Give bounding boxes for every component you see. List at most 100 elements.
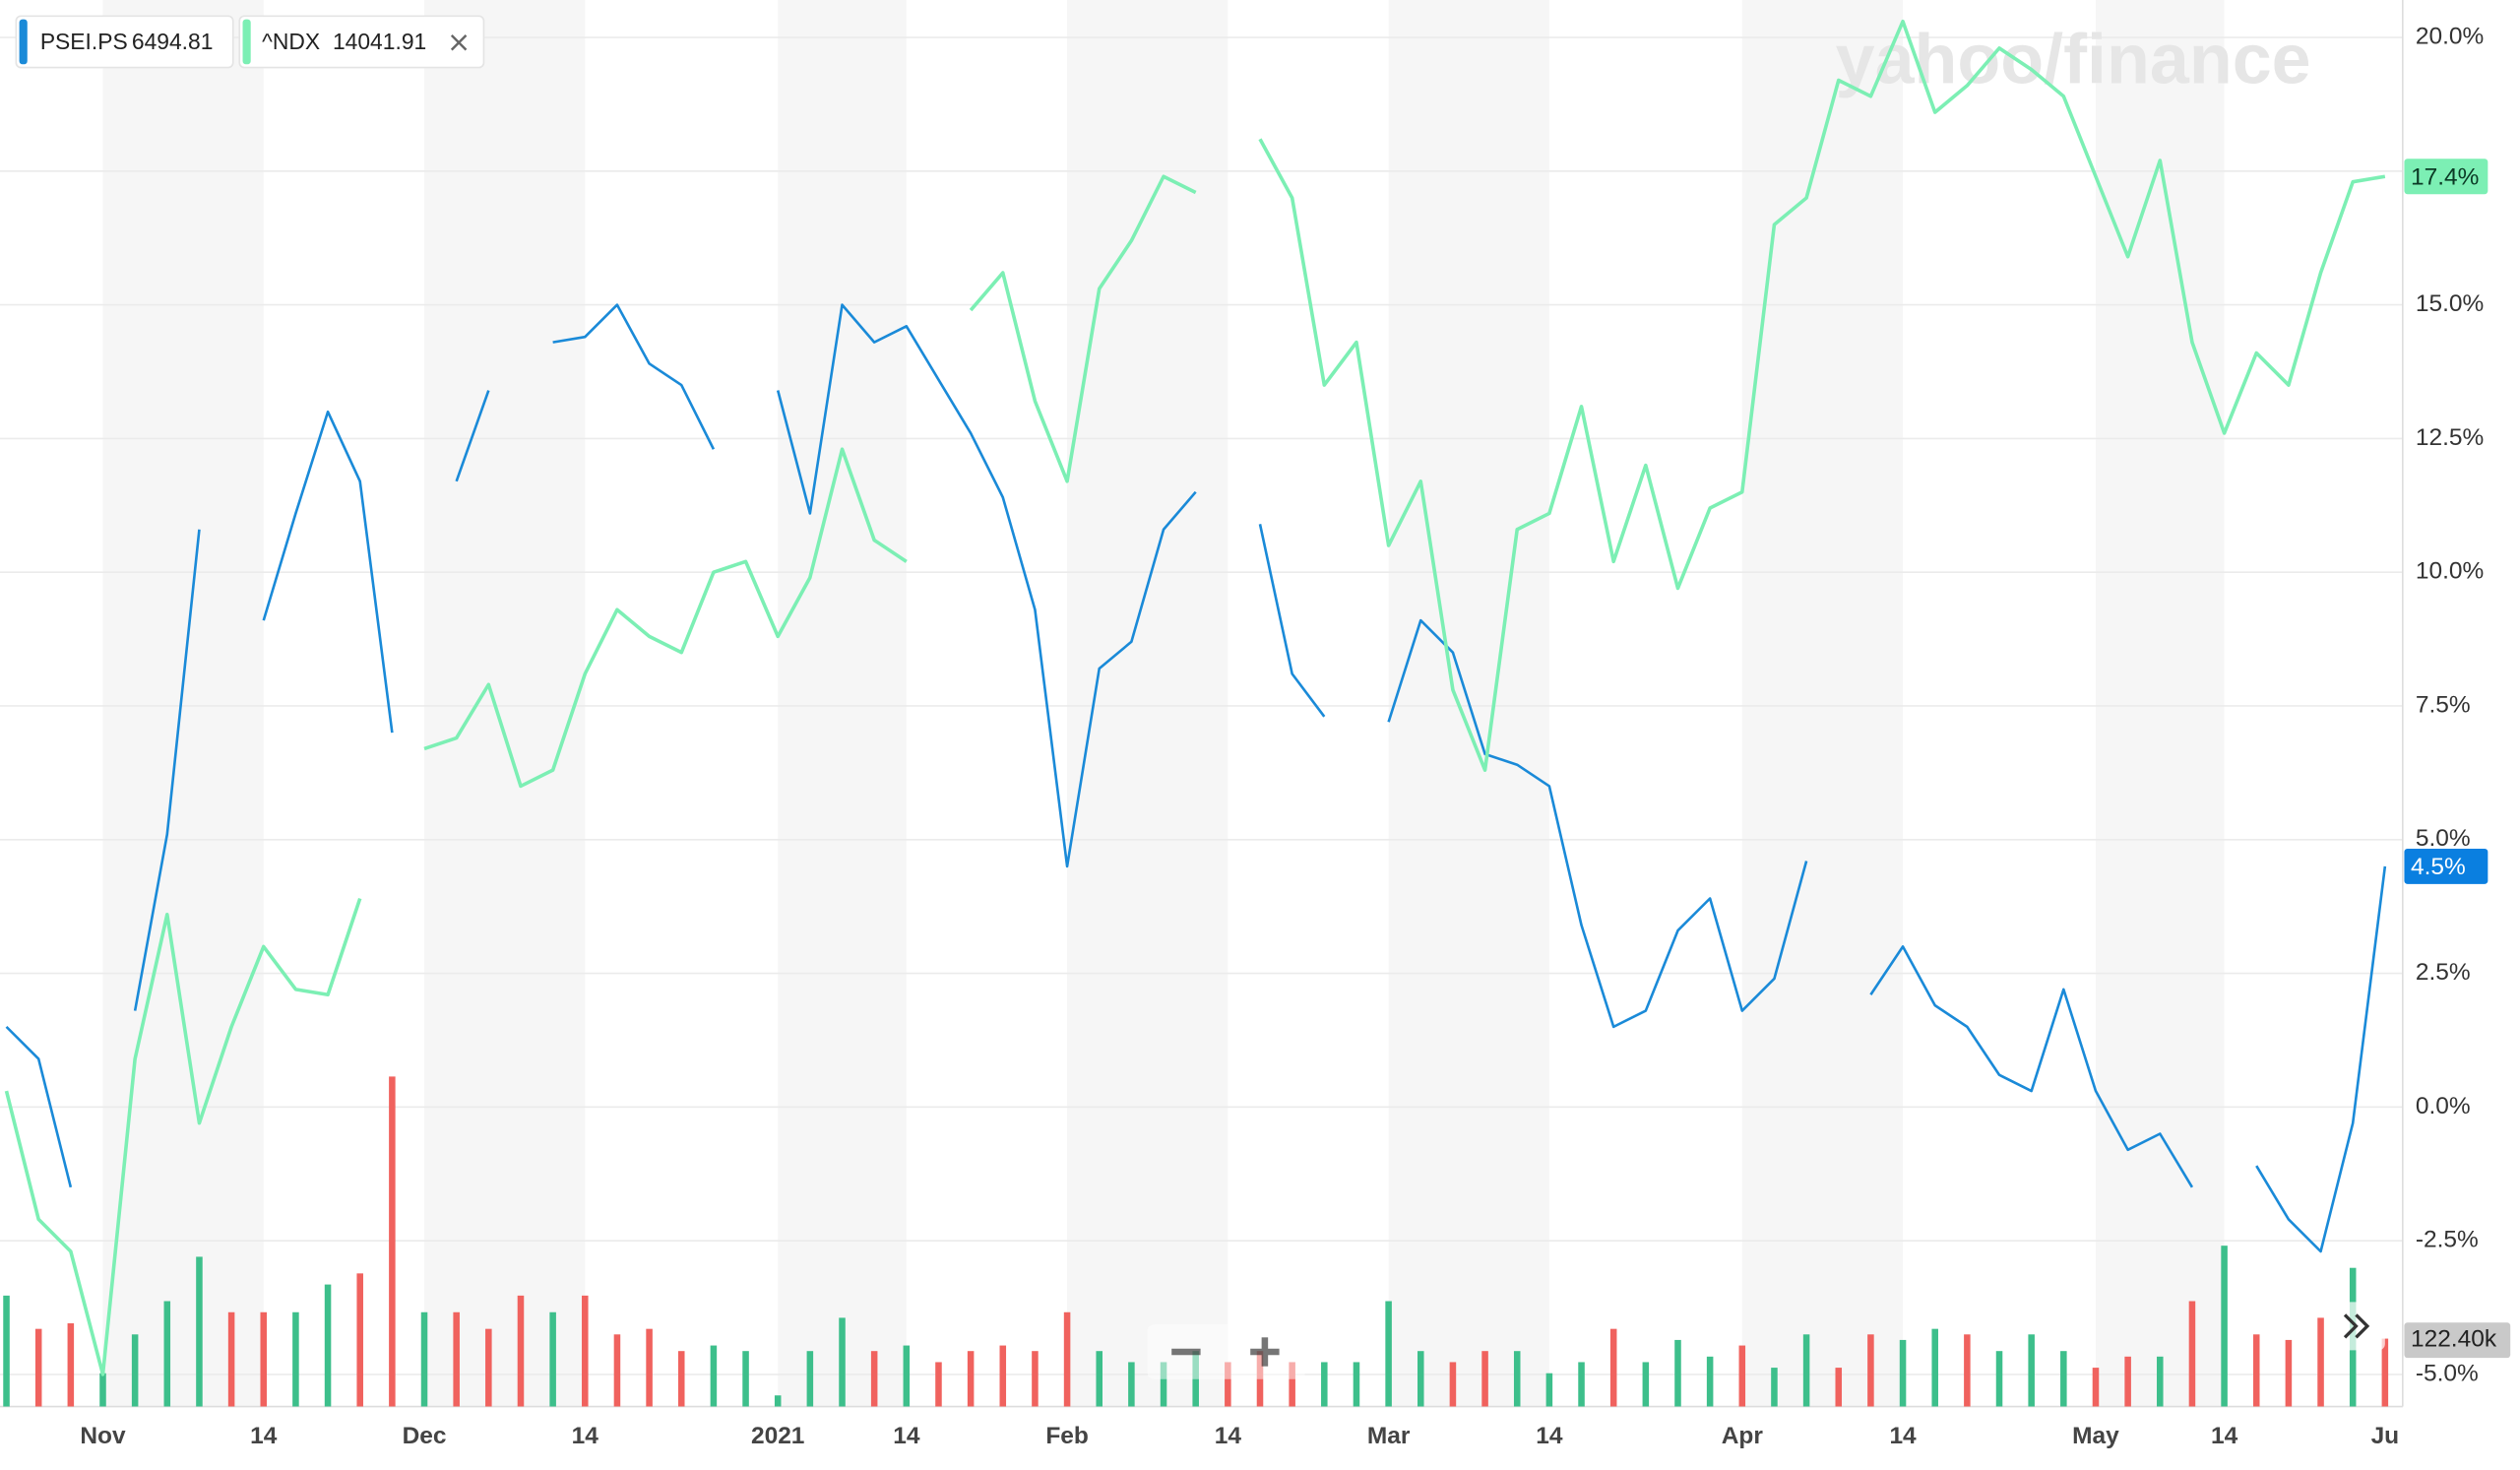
volume-bar bbox=[2188, 1301, 2196, 1407]
x-tick-label: 14 bbox=[572, 1423, 599, 1449]
x-tick-label: May bbox=[2072, 1423, 2119, 1449]
volume-bar bbox=[613, 1334, 621, 1407]
volume-bar bbox=[806, 1351, 814, 1407]
volume-bar bbox=[1063, 1311, 1071, 1407]
volume-bar bbox=[870, 1351, 878, 1407]
volume-bar bbox=[131, 1334, 139, 1407]
volume-bar bbox=[646, 1328, 653, 1407]
volume-bar bbox=[1771, 1368, 1778, 1407]
volume-bar bbox=[34, 1328, 42, 1407]
volume-bar bbox=[1738, 1345, 1746, 1407]
volume-bar bbox=[1802, 1334, 1810, 1407]
volume-bar bbox=[2381, 1338, 2389, 1407]
legend-price: 6494.81 bbox=[132, 29, 214, 54]
volume-bar bbox=[3, 1295, 10, 1407]
x-tick-label: Mar bbox=[1367, 1423, 1411, 1449]
volume-bar bbox=[389, 1076, 396, 1407]
x-tick-label: 14 bbox=[2211, 1423, 2238, 1449]
y-tick-label: 7.5% bbox=[2416, 691, 2471, 718]
y-tick-label: 0.0% bbox=[2416, 1093, 2471, 1119]
legend-price: 14041.91 bbox=[333, 29, 426, 54]
legend-swatch bbox=[242, 19, 251, 65]
volume-bar bbox=[2092, 1368, 2100, 1407]
y-tick-label: 12.5% bbox=[2416, 424, 2484, 451]
x-tick-label: 14 bbox=[1215, 1423, 1242, 1449]
legend-remove[interactable] bbox=[450, 34, 468, 51]
band bbox=[102, 0, 264, 1407]
volume-bar bbox=[2028, 1334, 2035, 1407]
y-tick-label: 20.0% bbox=[2416, 23, 2484, 49]
y-tick-label: 2.5% bbox=[2416, 959, 2471, 986]
volume-bar bbox=[2060, 1351, 2067, 1407]
volume-bar bbox=[1096, 1351, 1102, 1407]
background-bands bbox=[102, 0, 2225, 1407]
x-tick-label: 14 bbox=[1889, 1423, 1917, 1449]
volume-bar bbox=[935, 1362, 942, 1407]
scroll-right[interactable] bbox=[2330, 1302, 2385, 1351]
volume-bar bbox=[839, 1317, 846, 1407]
volume-bar bbox=[1160, 1362, 1167, 1407]
y-tick-label: 5.0% bbox=[2416, 825, 2471, 852]
band bbox=[1741, 0, 1904, 1407]
legend-name: PSEI.PS bbox=[40, 29, 128, 54]
zoom-in[interactable] bbox=[1261, 1337, 1269, 1367]
volume-bar bbox=[1225, 1362, 1231, 1407]
volume-bar bbox=[1706, 1356, 1714, 1407]
volume-bar bbox=[99, 1373, 106, 1407]
volume-bar bbox=[1578, 1362, 1585, 1407]
volume-bar bbox=[710, 1345, 718, 1407]
end-label-box bbox=[2404, 848, 2488, 884]
end-label: 17.4% bbox=[2411, 163, 2479, 190]
volume-bar bbox=[1609, 1328, 1617, 1407]
volume-bar bbox=[549, 1311, 556, 1407]
volume-bar bbox=[1385, 1301, 1392, 1407]
y-tick-label: -5.0% bbox=[2416, 1360, 2479, 1386]
volume-bar bbox=[2124, 1356, 2131, 1407]
zoom-controls[interactable] bbox=[1147, 1324, 1305, 1379]
series-line bbox=[4, 19, 2386, 1376]
volume-bar bbox=[2157, 1356, 2164, 1407]
y-tick-label: -2.5% bbox=[2416, 1227, 2479, 1253]
volume-bar bbox=[1995, 1351, 2003, 1407]
volume-bar bbox=[999, 1345, 1007, 1407]
x-tick-label: 2021 bbox=[751, 1423, 804, 1449]
band bbox=[424, 0, 586, 1407]
volume-bar bbox=[1353, 1362, 1360, 1407]
zoom-out[interactable] bbox=[1171, 1348, 1201, 1356]
volume-bar bbox=[420, 1311, 428, 1407]
volume-bar bbox=[1256, 1351, 1264, 1407]
volume-label-box bbox=[2404, 1322, 2511, 1359]
volume-bar bbox=[1418, 1351, 1424, 1407]
y-tick-label: 10.0% bbox=[2416, 558, 2484, 585]
volume-bar bbox=[453, 1311, 460, 1407]
volume-label: 122.40k bbox=[2411, 1326, 2497, 1353]
labels: -5.0% -2.5% 0.0% 2.5% 5.0% 7.5% 10.0% 12.5% 15.0… bbox=[80, 23, 2511, 1449]
volume-bar bbox=[2285, 1339, 2293, 1407]
zoom-panel bbox=[1147, 1324, 1305, 1379]
volume-bar bbox=[1642, 1362, 1650, 1407]
volume-bar bbox=[1867, 1334, 1874, 1407]
legend-name: ^NDX bbox=[262, 29, 320, 54]
volume-bar bbox=[2252, 1334, 2260, 1407]
volume-bar bbox=[1449, 1362, 1457, 1407]
volume-bar bbox=[227, 1311, 235, 1407]
end-label-box bbox=[2404, 159, 2488, 195]
volume-bar bbox=[1513, 1351, 1521, 1407]
legend-box[interactable] bbox=[15, 15, 234, 69]
volume-bar bbox=[324, 1284, 332, 1407]
grid bbox=[0, 0, 2404, 1408]
volume-bars bbox=[3, 1076, 2389, 1407]
legend-box[interactable] bbox=[238, 15, 485, 69]
x-tick-label: Ju bbox=[2371, 1423, 2400, 1449]
legend: PSEI.PS 6494.81 ^NDX 14041.91 bbox=[15, 15, 485, 69]
series-line bbox=[5, 303, 2387, 1253]
volume-bar bbox=[2221, 1246, 2228, 1407]
x-tick-label: 14 bbox=[250, 1423, 278, 1449]
volume-bar bbox=[485, 1328, 492, 1407]
volume-bar bbox=[517, 1295, 525, 1407]
x-tick-label: 14 bbox=[1536, 1423, 1563, 1449]
volume-bar bbox=[774, 1395, 782, 1407]
volume-bar bbox=[1545, 1373, 1553, 1407]
volume-bar bbox=[1321, 1362, 1328, 1407]
